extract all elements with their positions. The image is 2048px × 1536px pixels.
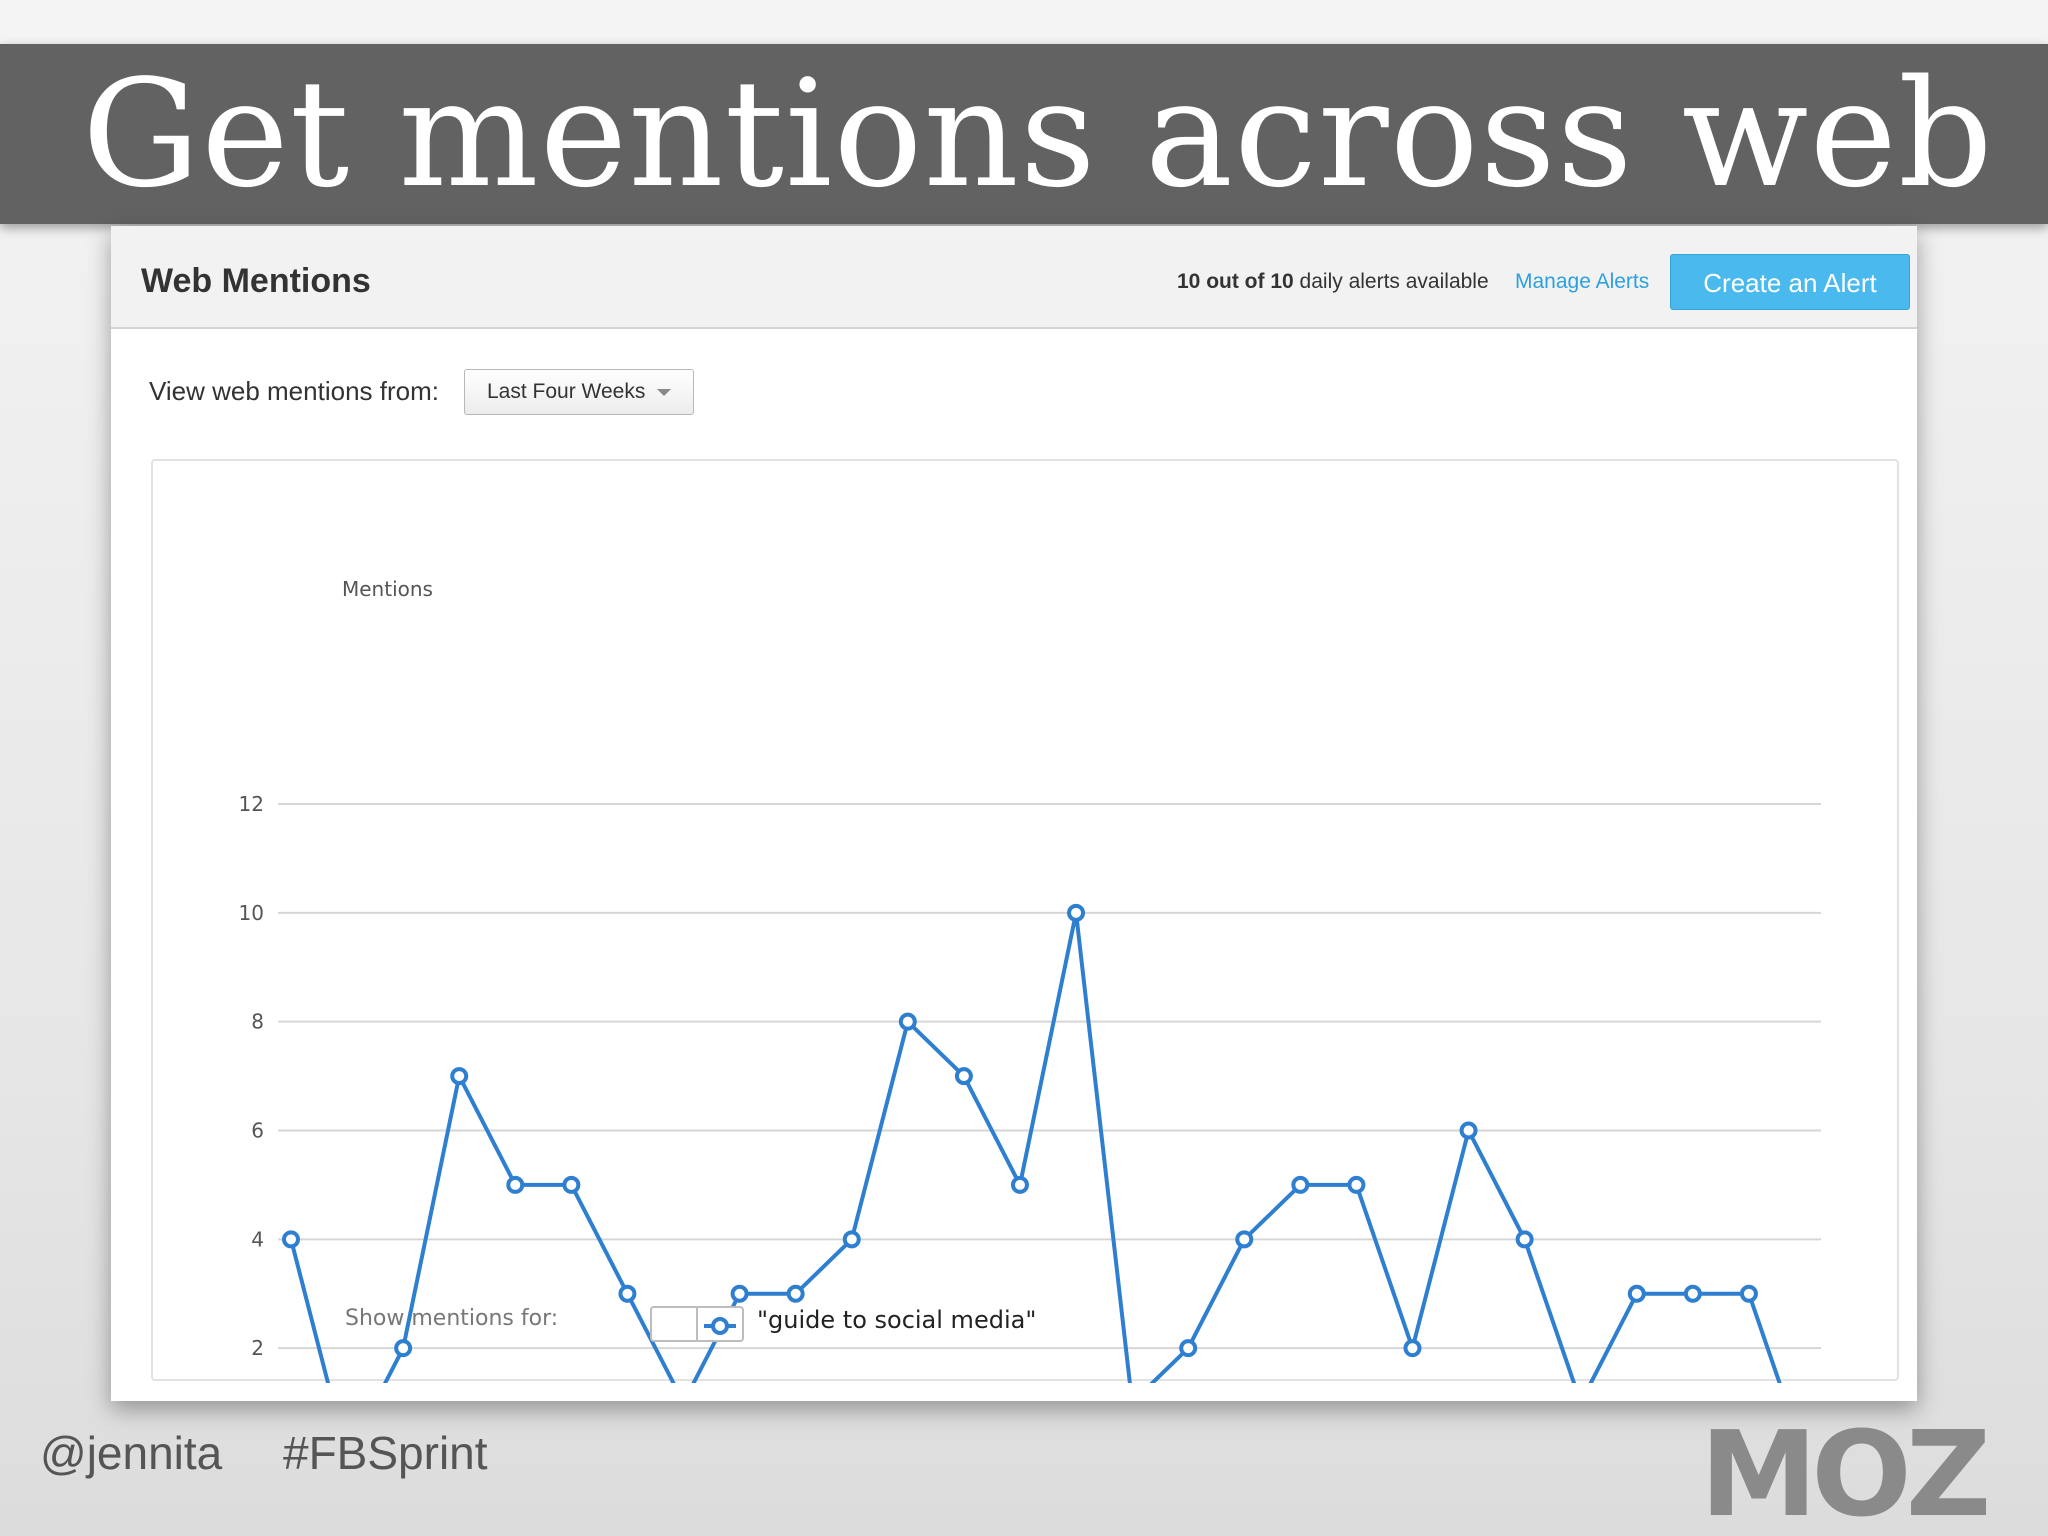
data-point[interactable] [1010,1175,1029,1194]
y-axis-title: Mentions [342,577,433,601]
data-point[interactable] [1683,1284,1702,1303]
mentions-line-chart: 024681012May 2May 4May 6May 8May 10May 1… [239,577,1821,1383]
data-point[interactable] [506,1175,525,1194]
data-point[interactable] [618,1284,637,1303]
data-point[interactable] [394,1339,413,1358]
slide-title: Get mentions across web [82,48,1994,220]
alerts-availability: 10 out of 10 daily alerts available [1177,270,1489,294]
web-mentions-panel: Web Mentions 10 out of 10 daily alerts a… [111,226,1917,1401]
data-point[interactable] [1067,903,1086,922]
footer-handle: @jennita [40,1427,223,1479]
data-point[interactable] [954,1067,973,1086]
y-tick-label: 10 [239,901,264,925]
chart-container: 024681012May 2May 4May 6May 8May 10May 1… [151,459,1899,1383]
series-line [289,910,1782,1383]
date-range-value: Last Four Weeks [487,380,646,403]
data-point[interactable] [450,1067,469,1086]
data-point[interactable] [730,1284,749,1303]
date-range-select[interactable]: Last Four Weeks [464,369,694,415]
panel-title: Web Mentions [141,262,371,300]
data-point[interactable] [1179,1339,1198,1358]
y-tick-label: 2 [251,1336,264,1360]
title-banner: Get mentions across web [0,44,2048,224]
y-tick-label: 4 [251,1227,264,1251]
view-range-label: View web mentions from: [149,376,439,406]
data-point[interactable] [282,1230,300,1249]
alerts-count: 10 out of 10 [1177,270,1294,293]
data-point[interactable] [1739,1284,1758,1303]
y-tick-label: 6 [251,1119,264,1143]
panel-header: Web Mentions 10 out of 10 daily alerts a… [111,226,1917,329]
data-point[interactable] [1235,1230,1254,1249]
footer-hashtag: #FBSprint [283,1427,488,1479]
data-point[interactable] [1459,1121,1478,1140]
data-point[interactable] [1291,1175,1310,1194]
chevron-down-icon [657,389,671,396]
show-mentions-label: Show mentions for: [345,1306,559,1331]
data-point[interactable] [1627,1284,1646,1303]
series-toggle[interactable] [650,1306,744,1342]
create-alert-button[interactable]: Create an Alert [1670,254,1910,310]
series-name: "guide to social media" [757,1306,1037,1334]
data-point[interactable] [1515,1230,1534,1249]
data-point[interactable] [562,1175,581,1194]
manage-alerts-link[interactable]: Manage Alerts [1515,270,1650,293]
series-marker-icon [704,1317,736,1335]
data-point[interactable] [842,1230,861,1249]
y-tick-label: 12 [239,792,264,816]
y-tick-label: 8 [251,1010,264,1034]
data-point[interactable] [786,1284,805,1303]
data-point[interactable] [1347,1175,1366,1194]
alerts-suffix: daily alerts available [1299,270,1489,293]
moz-logo: MOZ [1700,1405,1991,1536]
data-point[interactable] [898,1012,917,1031]
data-point[interactable] [1403,1339,1422,1358]
toggle-divider [696,1308,698,1340]
